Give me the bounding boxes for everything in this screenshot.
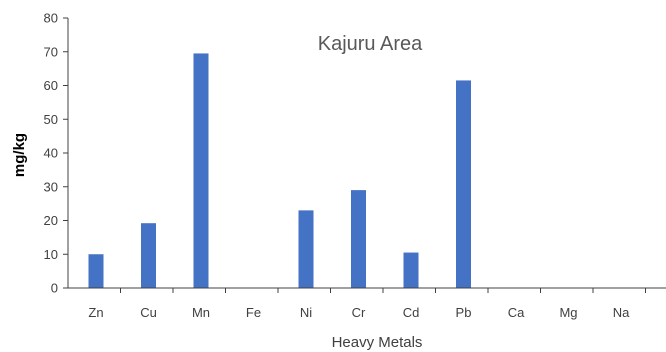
y-tick-label: 50 xyxy=(44,112,58,127)
y-tick-label: 20 xyxy=(44,213,58,228)
x-tick-label: Fe xyxy=(246,305,261,320)
y-tick-label: 80 xyxy=(44,11,58,26)
bars-group xyxy=(88,53,471,288)
y-tick-label: 30 xyxy=(44,179,58,194)
x-tick-label: Cu xyxy=(140,305,157,320)
x-tick-label: Cr xyxy=(352,305,366,320)
bar-cu xyxy=(141,223,156,288)
y-tick-label: 40 xyxy=(44,146,58,161)
x-tick-label: Mn xyxy=(192,305,210,320)
bar-cr xyxy=(351,190,366,288)
x-tick-label: Na xyxy=(613,305,630,320)
x-tick-label: Ni xyxy=(300,305,312,320)
bar-cd xyxy=(403,252,419,288)
bar-mn xyxy=(193,53,209,288)
x-tick-label: Pb xyxy=(456,305,472,320)
x-tick-label: Zn xyxy=(88,305,103,320)
y-tick-label: 60 xyxy=(44,78,58,93)
x-axis: ZnCuMnFeNiCrCdPbCaMgNaK xyxy=(68,287,666,320)
y-axis-label: mg/kg xyxy=(11,133,28,177)
y-axis: 0 10 20 30 40 50 60 70 80 xyxy=(44,11,69,296)
chart-title: Kajuru Area xyxy=(318,33,423,55)
x-tick-label: Cd xyxy=(403,305,420,320)
x-tick-label: Ca xyxy=(508,305,525,320)
bar-ni xyxy=(298,210,314,288)
y-tick-label: 0 xyxy=(51,281,58,296)
y-tick-label: 10 xyxy=(44,247,58,262)
bar-zn xyxy=(88,254,104,288)
bar-pb xyxy=(456,80,471,288)
x-axis-label: Heavy Metals xyxy=(332,334,423,351)
y-tick-label: 70 xyxy=(44,44,58,59)
x-tick-label: Mg xyxy=(559,305,577,320)
